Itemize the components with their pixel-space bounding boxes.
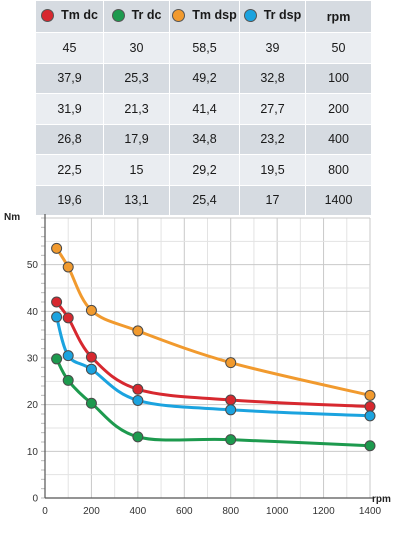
table-cell: 29,2 (169, 154, 240, 186)
y-tick-label: 50 (27, 260, 39, 271)
data-point (51, 242, 63, 254)
table-cell: 100 (305, 62, 372, 94)
x-tick-label: 400 (130, 506, 147, 517)
table-cell: 17 (239, 184, 306, 216)
tm-dsp-color-dot (172, 8, 186, 22)
header-rpm: rpm (305, 0, 372, 33)
data-point (132, 325, 144, 337)
data-point (132, 394, 144, 406)
y-axis-label: Nm (4, 212, 20, 223)
data-point (132, 431, 144, 443)
table-header-row: Tm dc Tr dc Tm dsp Tr dsp rpm (35, 0, 372, 33)
tm-dc-color-dot (41, 8, 55, 22)
header-label: Tr dsp (263, 8, 302, 23)
table-row: 37,9 25,3 49,2 32,8 100 (35, 62, 372, 94)
table-cell: 50 (305, 32, 372, 64)
header-tm-dsp: Tm dsp (169, 0, 240, 33)
data-point (364, 401, 376, 413)
data-point (62, 261, 74, 273)
series-tr-dsp (51, 311, 376, 422)
table-cell: 41,4 (169, 93, 240, 125)
x-tick-label: 1400 (359, 506, 382, 517)
table-cell: 13,1 (103, 184, 170, 216)
torque-table: Tm dc Tr dc Tm dsp Tr dsp rpm 45 30 (35, 0, 372, 216)
x-tick-label: 600 (176, 506, 193, 517)
series-tm-dsp (51, 242, 376, 401)
header-label: rpm (326, 9, 351, 24)
tr-dc-color-dot (111, 8, 125, 22)
data-point (85, 351, 97, 363)
data-point (225, 434, 237, 446)
table-row: 31,9 21,3 41,4 27,7 200 (35, 93, 372, 125)
data-point (85, 304, 97, 316)
table-row: 26,8 17,9 34,8 23,2 400 (35, 123, 372, 155)
table-cell: 31,9 (35, 93, 104, 125)
data-point (51, 296, 63, 308)
data-point (225, 357, 237, 369)
table-cell: 21,3 (103, 93, 170, 125)
header-tr-dsp: Tr dsp (239, 0, 306, 33)
table-row: 45 30 58,5 39 50 (35, 32, 372, 64)
y-tick-label: 40 (27, 307, 39, 318)
data-point (364, 440, 376, 452)
table-cell: 1400 (305, 184, 372, 216)
table-cell: 30 (103, 32, 170, 64)
data-point (364, 410, 376, 422)
x-axis-label: rpm (372, 494, 391, 505)
data-point (225, 394, 237, 406)
table-cell: 19,5 (239, 154, 306, 186)
header-label: Tm dsp (192, 8, 237, 23)
table-cell: 37,9 (35, 62, 104, 94)
x-tick-label: 0 (42, 506, 48, 517)
table-cell: 23,2 (239, 123, 306, 155)
header-tr-dc: Tr dc (103, 0, 170, 33)
header-label: Tm dc (61, 8, 98, 23)
tr-dsp-color-dot (243, 8, 257, 22)
table-cell: 58,5 (169, 32, 240, 64)
data-point (364, 389, 376, 401)
x-tick-label: 1000 (266, 506, 289, 517)
data-point (62, 350, 74, 362)
table-cell: 45 (35, 32, 104, 64)
data-point (62, 312, 74, 324)
y-tick-label: 0 (32, 494, 38, 505)
header-label: Tr dc (131, 8, 162, 23)
table-cell: 200 (305, 93, 372, 125)
data-point (225, 404, 237, 416)
x-tick-label: 800 (222, 506, 239, 517)
table-cell: 19,6 (35, 184, 104, 216)
x-tick-label: 200 (83, 506, 100, 517)
table-cell: 400 (305, 123, 372, 155)
header-tm-dc: Tm dc (35, 0, 104, 33)
data-point (132, 383, 144, 395)
data-point (51, 353, 63, 365)
table-cell: 25,4 (169, 184, 240, 216)
data-point (85, 363, 97, 375)
data-point (85, 397, 97, 409)
x-tick-label: 1200 (312, 506, 335, 517)
series-tm-dc (51, 296, 376, 413)
table-row: 19,6 13,1 25,4 17 1400 (35, 184, 372, 216)
series-tr-dc (51, 353, 376, 452)
y-tick-label: 10 (27, 447, 39, 458)
y-tick-label: 30 (27, 354, 39, 365)
data-point (62, 374, 74, 386)
y-tick-label: 20 (27, 400, 39, 411)
table-row: 22,5 15 29,2 19,5 800 (35, 154, 372, 186)
data-point (51, 311, 63, 323)
table-cell: 25,3 (103, 62, 170, 94)
